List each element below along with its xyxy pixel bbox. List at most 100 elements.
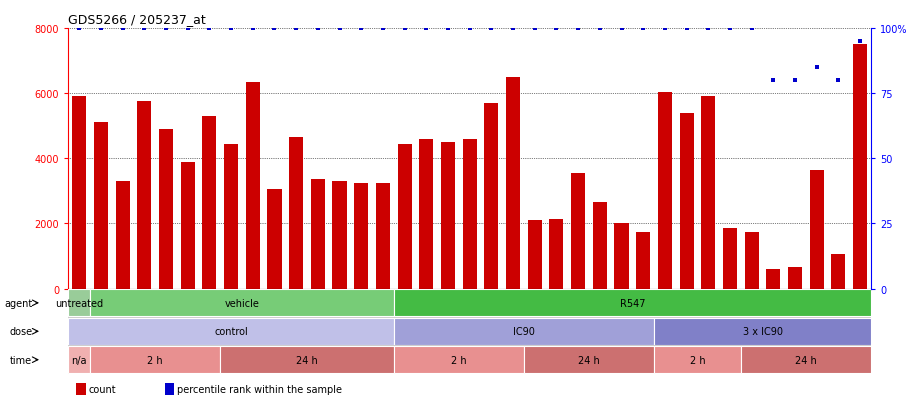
Point [506, 26, 520, 32]
Point [440, 26, 455, 32]
Point [809, 64, 824, 71]
Point [462, 26, 476, 32]
Text: IC90: IC90 [512, 327, 534, 337]
Point [289, 26, 303, 32]
Bar [419, 140, 433, 289]
Bar [224, 144, 238, 289]
Point [311, 26, 325, 32]
Text: 24 h: 24 h [794, 355, 816, 365]
Bar [570, 173, 585, 289]
Point [245, 26, 260, 32]
Point [332, 26, 346, 32]
Point [375, 26, 390, 32]
Text: time: time [10, 355, 32, 365]
Point [397, 26, 412, 32]
Bar [165, 383, 174, 396]
Bar [138, 102, 151, 289]
Point [159, 26, 173, 32]
Bar [740, 346, 870, 373]
Point [137, 26, 151, 32]
Point [202, 26, 217, 32]
Point [765, 78, 780, 84]
Bar [787, 268, 801, 289]
Point [722, 26, 736, 32]
Text: n/a: n/a [71, 355, 87, 365]
Text: count: count [88, 385, 116, 394]
Point [180, 26, 195, 32]
Point [830, 78, 844, 84]
Bar [220, 346, 394, 373]
Bar [809, 170, 823, 289]
Point [743, 26, 758, 32]
Bar [267, 190, 281, 289]
Point [115, 26, 129, 32]
Bar [245, 83, 260, 289]
Bar [72, 97, 87, 289]
Text: 3 x IC90: 3 x IC90 [742, 327, 782, 337]
Bar [180, 162, 195, 289]
Bar [653, 346, 740, 373]
Point [548, 26, 563, 32]
Text: GDS5266 / 205237_at: GDS5266 / 205237_at [68, 13, 206, 26]
Bar [831, 255, 844, 289]
Bar [548, 219, 563, 289]
Point [72, 26, 87, 32]
Point [418, 26, 433, 32]
Bar [333, 182, 346, 289]
Bar [94, 123, 107, 289]
Text: 2 h: 2 h [451, 355, 466, 365]
Bar [68, 290, 90, 317]
Bar [527, 221, 541, 289]
Text: untreated: untreated [56, 298, 103, 308]
Point [267, 26, 281, 32]
Bar [852, 45, 866, 289]
Point [94, 26, 108, 32]
Point [223, 26, 238, 32]
Bar [116, 182, 129, 289]
Bar [701, 97, 714, 289]
Point [852, 38, 866, 45]
Bar [653, 318, 870, 345]
Point [592, 26, 607, 32]
Bar [353, 183, 368, 289]
Bar [394, 318, 653, 345]
Bar [679, 114, 693, 289]
Text: dose: dose [9, 327, 32, 337]
Bar [397, 144, 411, 289]
Bar [159, 130, 173, 289]
Bar [743, 232, 758, 289]
Bar [311, 180, 324, 289]
Text: 24 h: 24 h [578, 355, 599, 365]
Text: percentile rank within the sample: percentile rank within the sample [177, 385, 342, 394]
Bar [90, 290, 394, 317]
Point [484, 26, 498, 32]
Bar [506, 78, 519, 289]
Bar [77, 383, 86, 396]
Point [527, 26, 541, 32]
Bar [765, 269, 780, 289]
Point [353, 26, 368, 32]
Bar [394, 290, 870, 317]
Bar [614, 224, 628, 289]
Bar [68, 318, 394, 345]
Point [701, 26, 715, 32]
Bar [394, 346, 523, 373]
Bar [202, 116, 216, 289]
Text: 2 h: 2 h [148, 355, 163, 365]
Point [679, 26, 693, 32]
Text: 24 h: 24 h [296, 355, 318, 365]
Text: vehicle: vehicle [224, 298, 259, 308]
Point [787, 78, 802, 84]
Bar [68, 346, 90, 373]
Bar [523, 346, 653, 373]
Text: control: control [214, 327, 248, 337]
Bar [375, 183, 390, 289]
Bar [484, 104, 498, 289]
Bar [90, 346, 220, 373]
Point [657, 26, 671, 32]
Text: 2 h: 2 h [689, 355, 704, 365]
Point [613, 26, 628, 32]
Bar [636, 232, 650, 289]
Text: agent: agent [4, 298, 32, 308]
Point [570, 26, 585, 32]
